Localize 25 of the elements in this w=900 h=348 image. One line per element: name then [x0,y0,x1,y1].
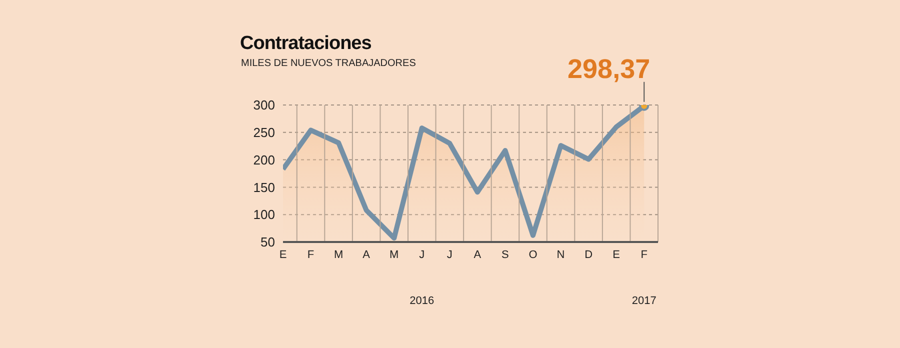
text: 2016 [410,295,434,307]
x-tick-label: O [528,248,538,261]
x-tick-label: F [307,248,314,261]
x-tick-label: F [640,248,648,261]
x-tick-label: J [446,248,452,261]
y-tick-label: 50 [260,234,275,250]
y-tick-label: 300 [253,98,275,113]
x-tick-label: J [419,248,425,261]
y-tick-label: 250 [253,125,275,140]
x-tick-label: M [334,248,344,261]
x-tick-label: N [556,248,565,261]
text: 2017 [632,295,656,307]
x-tick-label: D [584,248,593,261]
y-tick-label: 100 [253,207,275,222]
data-label: 298,37 [568,54,650,84]
x-tick-label: A [362,248,371,261]
y-tick-label: 200 [253,152,275,168]
x-tick-label: M [390,248,399,261]
y-tick-label: 150 [253,180,275,195]
x-tick-label: E [279,248,287,261]
x-tick-label: E [612,248,620,261]
chart-subtitle: MILES DE NUEVOS TRABAJADORES [241,58,416,69]
x-tick-label: A [474,248,482,261]
chart-title: Contrataciones [240,33,372,55]
x-tick-label: S [502,248,509,261]
